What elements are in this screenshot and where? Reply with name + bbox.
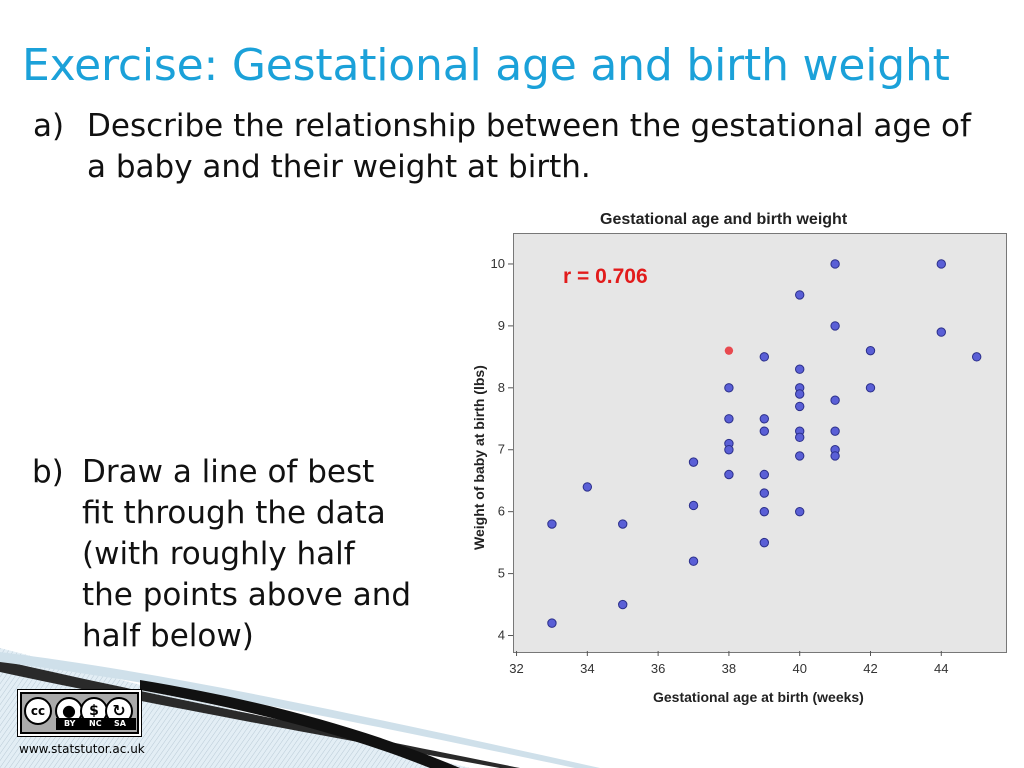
data-point: [830, 451, 840, 461]
question-b-label: b): [32, 454, 64, 490]
data-point: [936, 327, 946, 337]
data-point: [688, 556, 699, 566]
data-point: [724, 383, 734, 393]
data-point: [971, 352, 982, 362]
data-point: [759, 352, 770, 362]
data-point: [795, 364, 805, 374]
license-nc-label: NC: [89, 719, 102, 728]
question-b-text: Draw a line of best fit through the data…: [82, 454, 412, 654]
data-point: [759, 537, 770, 548]
data-point: [547, 618, 557, 628]
data-point: [795, 506, 805, 517]
data-point: [795, 432, 805, 443]
data-point: [865, 383, 876, 393]
chart-title: Gestational age and birth weight: [600, 211, 848, 228]
y-tick-label: 8: [498, 380, 505, 395]
data-point: [759, 488, 770, 498]
cc-logo-icon: cc: [24, 697, 52, 725]
x-tick-label: 34: [580, 661, 594, 676]
highlighted-data-point: [724, 346, 734, 355]
license-sa-label: SA: [114, 719, 126, 728]
data-point: [795, 451, 805, 461]
data-point: [830, 259, 840, 269]
plot-area: [513, 233, 1007, 653]
data-point: [759, 506, 770, 517]
y-tick-label: 4: [498, 628, 505, 643]
chart-svg: 4 5 6 7 8 9 10 32 34 36 38 40 42 44: [491, 256, 982, 676]
data-point: [547, 519, 557, 529]
data-point: [582, 482, 593, 492]
license-bar: BY NC SA: [56, 718, 136, 730]
x-axis-label: Gestational age at birth (weeks): [653, 689, 864, 705]
data-point: [795, 290, 805, 300]
data-point: [759, 426, 770, 436]
x-tick-label: 36: [651, 661, 665, 676]
data-point: [795, 389, 805, 399]
slide-title: Exercise: Gestational age and birth weig…: [22, 40, 950, 91]
footer-url-link[interactable]: www.statstutor.ac.uk: [19, 742, 145, 756]
correlation-annotation: r = 0.706: [563, 265, 648, 288]
data-point: [688, 457, 699, 467]
data-point: [724, 469, 734, 480]
data-point: [724, 414, 734, 424]
question-a-text: Describe the relationship between the ge…: [87, 108, 971, 185]
question-a-label: a): [33, 108, 65, 144]
data-point: [830, 321, 840, 331]
data-point: [759, 414, 770, 424]
data-point: [830, 426, 840, 436]
x-tick-label: 44: [934, 661, 948, 676]
cc-license-badge[interactable]: cc ● $ ↻ BY NC SA: [18, 690, 141, 736]
x-tick-label: 42: [863, 661, 877, 676]
y-tick-label: 6: [498, 504, 505, 519]
y-tick-label: 7: [498, 442, 505, 457]
x-tick-label: 32: [509, 661, 523, 676]
data-point: [724, 445, 734, 455]
data-point: [618, 599, 628, 610]
data-point: [936, 259, 946, 269]
x-tick-label: 40: [792, 661, 806, 676]
x-tick-label: 38: [722, 661, 736, 676]
data-point: [830, 395, 840, 405]
y-tick-label: 9: [498, 318, 505, 333]
y-tick-label: 5: [498, 566, 505, 581]
data-point: [759, 469, 770, 480]
license-by-label: BY: [64, 719, 76, 728]
data-point: [795, 401, 805, 412]
data-point: [688, 500, 699, 511]
data-point: [618, 519, 628, 529]
y-tick-label: 10: [491, 256, 505, 271]
data-point: [865, 345, 876, 356]
